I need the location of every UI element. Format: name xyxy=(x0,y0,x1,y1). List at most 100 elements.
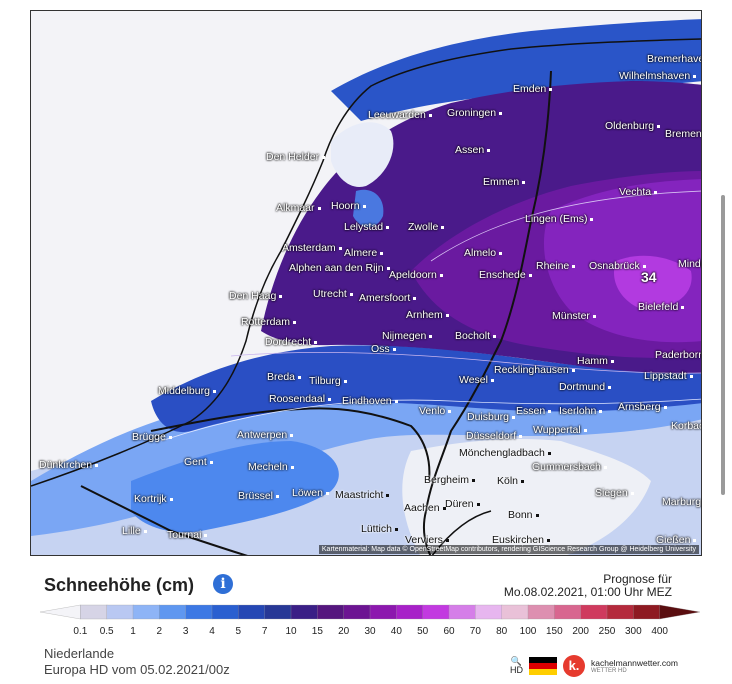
city-label: Den Haag xyxy=(229,290,283,302)
color-scale-tick-label: 4 xyxy=(209,626,215,637)
city-label: Lingen (Ems) xyxy=(525,213,594,225)
color-scale-tick-label: 80 xyxy=(496,626,508,637)
kachelmann-logo-icon: k. xyxy=(563,655,585,677)
color-scale-tick-label: 20 xyxy=(338,626,350,637)
city-label: Enschede xyxy=(479,269,532,281)
color-scale-segment xyxy=(396,604,424,620)
city-label: Düren xyxy=(445,498,480,510)
city-label: Maastricht xyxy=(335,489,390,501)
color-scale-segment xyxy=(238,604,266,620)
magnifier-hd-icon[interactable]: 🔍 HD xyxy=(510,656,523,675)
city-label: Bonn xyxy=(508,509,539,521)
markermeer xyxy=(353,189,384,228)
city-label: Lelystad xyxy=(344,221,390,233)
city-label: Emmen xyxy=(483,176,526,188)
border-nl-be xyxy=(150,407,431,482)
city-label: Hoorn xyxy=(331,200,366,212)
city-label: Dortmund xyxy=(559,381,612,393)
city-label: Oss xyxy=(371,343,396,355)
contour-line xyxy=(230,352,701,374)
color-scale-tick-label: 300 xyxy=(624,626,642,637)
city-label: Wuppertal xyxy=(533,424,587,436)
color-scale-tick-label: 70 xyxy=(469,626,481,637)
city-label: Rheine xyxy=(536,260,576,272)
color-scale-tick-label: 15 xyxy=(311,626,323,637)
city-label: Paderborn xyxy=(655,349,701,361)
color-scale-segment xyxy=(554,604,582,620)
city-label: Tournai xyxy=(167,529,208,541)
color-scale-segment xyxy=(343,604,371,620)
forecast-label: Prognose für xyxy=(603,572,672,586)
snow-zone-7cm xyxy=(151,345,701,433)
color-scale-segment xyxy=(633,604,661,620)
city-label: Marburg xyxy=(662,496,701,508)
city-label: Bergheim xyxy=(424,474,475,486)
color-scale-segment xyxy=(580,604,608,620)
snow-zone-max xyxy=(613,255,692,310)
info-icon[interactable]: i xyxy=(213,574,233,594)
scrollbar[interactable] xyxy=(721,195,725,495)
color-scale-segment xyxy=(290,604,318,620)
city-label: Almere xyxy=(344,247,384,259)
city-label: Köln xyxy=(497,475,525,487)
city-label: Middelburg xyxy=(158,385,216,397)
region-label: Niederlande xyxy=(44,646,115,661)
city-label: Gent xyxy=(184,456,213,468)
city-label: Mönchengladbach xyxy=(459,447,551,459)
color-scale-segment xyxy=(80,604,108,620)
city-label: Zwolle xyxy=(408,221,445,233)
city-label: Wesel xyxy=(459,374,494,386)
color-scale-segment xyxy=(369,604,397,620)
color-scale-tick-label: 50 xyxy=(417,626,429,637)
branding[interactable]: 🔍 HD k. kachelmannwetter.com WETTER HD xyxy=(510,652,678,680)
color-scale-tick-label: 200 xyxy=(572,626,589,637)
city-label: Arnsberg xyxy=(618,401,667,413)
color-scale-tick-label: 5 xyxy=(235,626,242,637)
color-scale-tick-label: 250 xyxy=(598,626,616,637)
snow-free-zone xyxy=(402,439,651,555)
color-scale-tick-label: 100 xyxy=(519,626,537,637)
color-scale-tick-label: 60 xyxy=(443,626,455,637)
model-run-label: Europa HD vom 05.02.2021/00z xyxy=(44,662,230,677)
city-label: Tilburg xyxy=(309,375,347,387)
city-label: Antwerpen xyxy=(237,429,294,441)
color-scale-tick-label: 150 xyxy=(545,626,563,637)
color-scale-tick-label: 0.5 xyxy=(99,626,114,637)
city-label: Almelo xyxy=(464,247,503,259)
city-label: Bremerhaven xyxy=(647,53,701,65)
city-label: Mecheln xyxy=(248,461,294,473)
city-label: Düsseldorf xyxy=(466,430,523,442)
city-label: Korbach xyxy=(671,420,701,432)
color-scale-segment xyxy=(606,604,634,620)
city-label: Essen xyxy=(516,405,552,417)
city-label: Gummersbach xyxy=(532,461,607,473)
city-label: Nijmegen xyxy=(382,330,433,342)
city-label: Dordrecht xyxy=(265,336,318,348)
brand-name: kachelmannwetter.com xyxy=(591,658,678,668)
contour-line xyxy=(430,190,701,262)
color-scale-segment xyxy=(317,604,345,620)
city-label: Leeuwarden xyxy=(368,109,432,121)
snow-zone-3cm xyxy=(131,441,339,533)
city-label: Wilhelmshaven xyxy=(619,70,697,82)
city-label: Bocholt xyxy=(455,330,497,342)
city-label: Apeldoorn xyxy=(389,269,443,281)
max-value-marker: 34 xyxy=(641,269,657,285)
city-label: Lippstadt xyxy=(644,370,693,382)
map-credit: Kartenmaterial: Map data © OpenStreetMap… xyxy=(318,545,699,554)
city-label: Oldenburg xyxy=(605,120,661,132)
city-label: Gießen xyxy=(656,534,697,546)
color-scale-segment xyxy=(501,604,529,620)
city-label: Minden xyxy=(678,258,701,270)
city-label: Venlo xyxy=(419,405,452,417)
city-label: Münster xyxy=(552,310,596,322)
city-label: Amersfoort xyxy=(359,292,417,304)
city-label: Rotterdam xyxy=(241,316,297,328)
city-label: Groningen xyxy=(447,107,503,119)
city-label: Alkmaar xyxy=(276,202,321,214)
ijsselmeer xyxy=(331,122,394,187)
color-scale-segment xyxy=(211,604,239,620)
brand-subtitle: WETTER HD xyxy=(591,668,627,674)
snow-depth-map[interactable]: Bremerhaven Wilhelmshaven Emden Leeuwarden G… xyxy=(30,10,702,556)
color-scale-bar xyxy=(40,604,700,620)
